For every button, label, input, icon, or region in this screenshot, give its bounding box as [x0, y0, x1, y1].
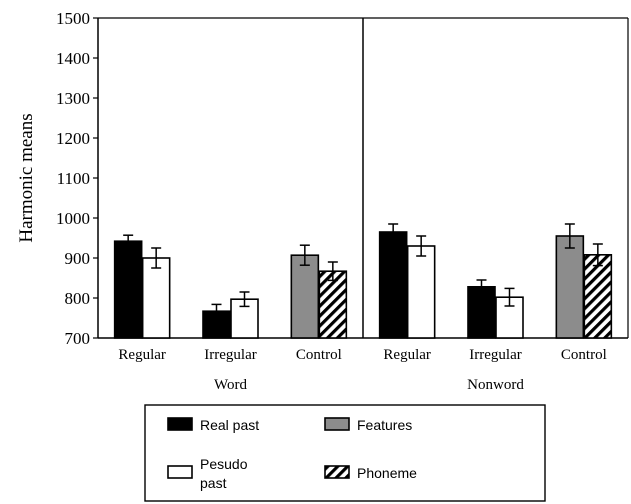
x-category-label: Regular	[383, 347, 430, 363]
legend-label: Features	[357, 417, 412, 433]
panel-label: Nonword	[467, 377, 524, 393]
legend-swatch-pesudo-past	[167, 465, 193, 479]
y-tick-label: 1300	[56, 89, 90, 108]
bar-pesudo-past	[141, 257, 171, 339]
x-category-label: Control	[561, 347, 607, 363]
plot-area: 700 800 900 1000 1100 1200 1300 1400 1500 Regular…	[56, 9, 629, 393]
bar-features	[290, 254, 320, 339]
bar-phoneme	[318, 270, 348, 339]
legend-label: Phoneme	[357, 465, 417, 481]
x-category-label: Irregular	[204, 347, 256, 363]
legend-swatch-phoneme	[324, 465, 350, 479]
legend-swatch-features	[324, 417, 350, 431]
y-axis-label: Harmonic means	[16, 113, 37, 242]
bar-phoneme	[583, 254, 613, 339]
bar-pesudo-past	[406, 245, 436, 339]
y-tick-label: 900	[65, 249, 91, 268]
bar-real-past	[467, 285, 496, 339]
y-tick-label: 1000	[56, 209, 90, 228]
y-tick-label: 700	[65, 329, 91, 348]
bar-real-past	[378, 231, 408, 339]
y-tick-label: 800	[65, 289, 91, 308]
y-tick-label: 1100	[57, 169, 90, 188]
legend-label: Pesudo past	[200, 456, 248, 491]
y-tick-label: 1200	[56, 129, 90, 148]
bar-real-past	[113, 240, 143, 339]
y-tick-label: 1400	[56, 49, 90, 68]
x-category-label: Irregular	[469, 347, 521, 363]
x-category-label: Control	[296, 347, 342, 363]
panel-label: Word	[214, 377, 247, 393]
legend: Real past Features Pesudo past Phoneme	[144, 404, 546, 502]
x-category-label: Regular	[118, 347, 165, 363]
bar-features	[555, 235, 585, 339]
legend-swatch-real-past	[167, 417, 193, 431]
legend-label: Real past	[200, 417, 259, 433]
y-tick-label: 1500	[56, 9, 90, 28]
